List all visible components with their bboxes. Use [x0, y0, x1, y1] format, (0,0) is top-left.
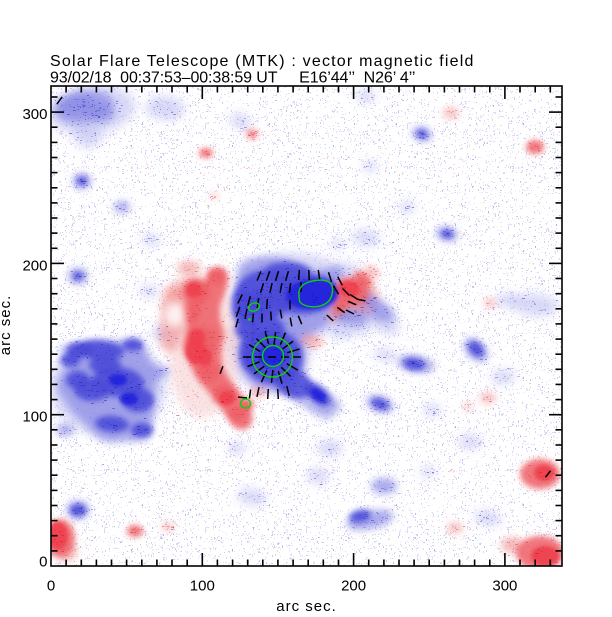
svg-text:93/02/18 00:37:53–00:38:59 UT: 93/02/18 00:37:53–00:38:59 UT E16’44’’ N…	[50, 70, 415, 87]
svg-text:100: 100	[190, 578, 215, 595]
svg-text:100: 100	[22, 409, 47, 426]
svg-text:0: 0	[39, 554, 47, 571]
svg-text:arc sec.: arc sec.	[276, 598, 337, 615]
svg-text:300: 300	[492, 578, 517, 595]
svg-text:200: 200	[22, 257, 47, 274]
svg-text:arc sec.: arc sec.	[0, 295, 14, 356]
svg-text:Solar Flare Telescope (MTK) :: Solar Flare Telescope (MTK) : vector mag…	[50, 53, 475, 70]
svg-text:0: 0	[47, 578, 55, 595]
svg-text:300: 300	[22, 106, 47, 123]
svg-text:200: 200	[341, 578, 366, 595]
